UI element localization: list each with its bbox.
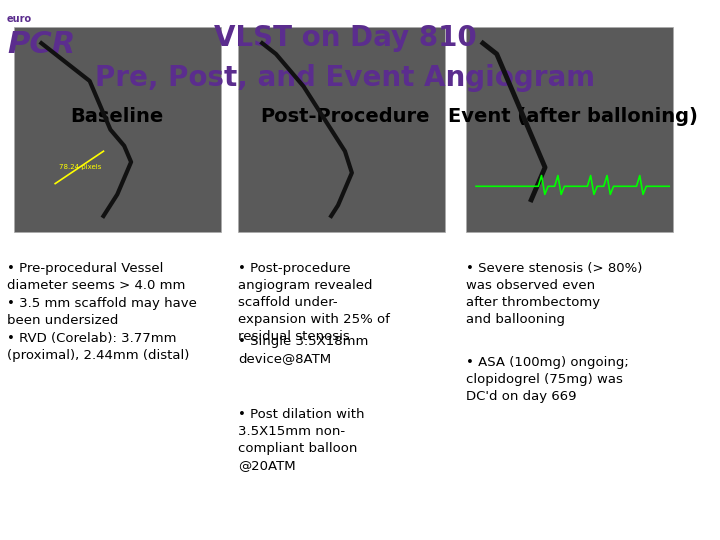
Text: PCR: PCR (7, 30, 75, 59)
Text: Post-Procedure: Post-Procedure (260, 106, 430, 126)
Text: • Post-procedure
angiogram revealed
scaffold under-
expansion with 25% of
residu: • Post-procedure angiogram revealed scaf… (238, 262, 390, 343)
Text: euro: euro (7, 14, 32, 24)
Text: • Post dilation with
3.5X15mm non-
compliant balloon
@20ATM: • Post dilation with 3.5X15mm non- compl… (238, 408, 364, 472)
Text: 78.24 pixels: 78.24 pixels (58, 164, 101, 170)
Text: VLST on Day 810: VLST on Day 810 (214, 24, 477, 52)
Text: Pre, Post, and Event Angiogram: Pre, Post, and Event Angiogram (95, 64, 595, 92)
FancyBboxPatch shape (14, 27, 221, 232)
FancyBboxPatch shape (466, 27, 672, 232)
Text: Event (after balloning): Event (after balloning) (448, 106, 698, 126)
Text: • Severe stenosis (> 80%)
was observed even
after thrombectomy
and ballooning: • Severe stenosis (> 80%) was observed e… (466, 262, 642, 326)
Text: • RVD (Corelab): 3.77mm
(proximal), 2.44mm (distal): • RVD (Corelab): 3.77mm (proximal), 2.44… (7, 332, 189, 362)
Text: • Pre-procedural Vessel
diameter seems > 4.0 mm: • Pre-procedural Vessel diameter seems >… (7, 262, 185, 292)
FancyBboxPatch shape (238, 27, 445, 232)
Text: • 3.5 mm scaffold may have
been undersized: • 3.5 mm scaffold may have been undersiz… (7, 297, 197, 327)
Text: • Single 3.5X18mm
device@8ATM: • Single 3.5X18mm device@8ATM (238, 335, 369, 365)
Text: Baseline: Baseline (71, 106, 164, 126)
Text: • ASA (100mg) ongoing;
clopidogrel (75mg) was
DC'd on day 669: • ASA (100mg) ongoing; clopidogrel (75mg… (466, 356, 629, 403)
